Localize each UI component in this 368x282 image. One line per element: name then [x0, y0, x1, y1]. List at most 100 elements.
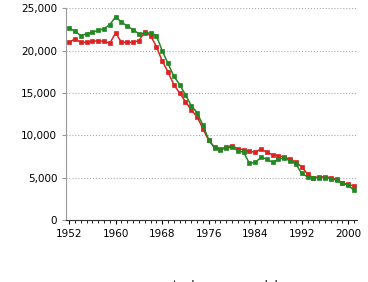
- actual y: [230, 144, 234, 147]
- actual y: [195, 115, 199, 118]
- model y: [259, 156, 263, 159]
- model y: [177, 83, 182, 86]
- actual y: [102, 40, 106, 43]
- model y: [294, 162, 298, 166]
- model y: [329, 177, 333, 180]
- actual y: [282, 156, 286, 159]
- model y: [265, 157, 269, 161]
- model y: [73, 30, 77, 33]
- actual y: [340, 181, 344, 184]
- Line: actual y: actual y: [67, 30, 356, 188]
- model y: [137, 32, 141, 36]
- model y: [96, 29, 100, 32]
- actual y: [131, 41, 135, 44]
- actual y: [73, 37, 77, 41]
- actual y: [177, 91, 182, 95]
- actual y: [323, 175, 327, 179]
- model y: [160, 49, 164, 52]
- actual y: [305, 173, 310, 176]
- actual y: [84, 41, 89, 44]
- model y: [78, 34, 83, 37]
- actual y: [294, 161, 298, 164]
- actual y: [119, 41, 124, 44]
- model y: [230, 146, 234, 149]
- actual y: [125, 41, 130, 44]
- model y: [183, 93, 188, 96]
- actual y: [288, 157, 292, 161]
- actual y: [113, 31, 118, 35]
- actual y: [236, 147, 240, 151]
- model y: [241, 151, 246, 154]
- actual y: [107, 41, 112, 45]
- model y: [201, 124, 205, 127]
- model y: [90, 30, 95, 34]
- model y: [154, 34, 159, 37]
- actual y: [206, 139, 211, 142]
- actual y: [171, 83, 176, 86]
- model y: [102, 27, 106, 30]
- model y: [218, 148, 223, 151]
- actual y: [329, 176, 333, 179]
- model y: [317, 176, 321, 179]
- actual y: [212, 146, 217, 149]
- model y: [131, 28, 135, 31]
- model y: [84, 32, 89, 36]
- actual y: [67, 41, 71, 44]
- model y: [276, 157, 281, 161]
- model y: [311, 176, 315, 179]
- model y: [282, 157, 286, 160]
- model y: [247, 162, 252, 165]
- actual y: [265, 151, 269, 154]
- model y: [288, 159, 292, 162]
- actual y: [253, 151, 257, 154]
- actual y: [241, 148, 246, 151]
- actual y: [346, 183, 350, 186]
- actual y: [352, 184, 356, 188]
- actual y: [218, 147, 223, 151]
- model y: [107, 23, 112, 26]
- actual y: [224, 146, 228, 149]
- actual y: [259, 147, 263, 151]
- actual y: [201, 127, 205, 130]
- actual y: [317, 175, 321, 179]
- actual y: [247, 150, 252, 153]
- model y: [305, 175, 310, 179]
- model y: [300, 172, 304, 175]
- actual y: [183, 100, 188, 103]
- model y: [212, 146, 217, 150]
- actual y: [270, 153, 275, 157]
- actual y: [189, 108, 194, 112]
- model y: [224, 146, 228, 150]
- model y: [171, 74, 176, 78]
- model y: [67, 26, 71, 30]
- model y: [270, 161, 275, 164]
- Line: model y: model y: [67, 15, 356, 192]
- actual y: [300, 165, 304, 168]
- model y: [148, 31, 153, 35]
- actual y: [78, 41, 83, 44]
- actual y: [137, 39, 141, 42]
- model y: [335, 179, 339, 182]
- model y: [125, 25, 130, 28]
- actual y: [335, 178, 339, 181]
- actual y: [148, 34, 153, 37]
- actual y: [160, 59, 164, 63]
- model y: [189, 104, 194, 107]
- actual y: [96, 39, 100, 42]
- actual y: [90, 40, 95, 43]
- model y: [323, 176, 327, 179]
- actual y: [154, 45, 159, 48]
- actual y: [311, 176, 315, 179]
- model y: [142, 31, 147, 35]
- model y: [206, 138, 211, 141]
- actual y: [142, 30, 147, 34]
- model y: [195, 111, 199, 114]
- model y: [340, 181, 344, 184]
- model y: [352, 189, 356, 192]
- model y: [346, 184, 350, 187]
- actual y: [276, 154, 281, 157]
- model y: [166, 62, 170, 65]
- actual y: [166, 70, 170, 74]
- model y: [119, 20, 124, 24]
- Legend: actual y, model y: actual y, model y: [131, 276, 292, 282]
